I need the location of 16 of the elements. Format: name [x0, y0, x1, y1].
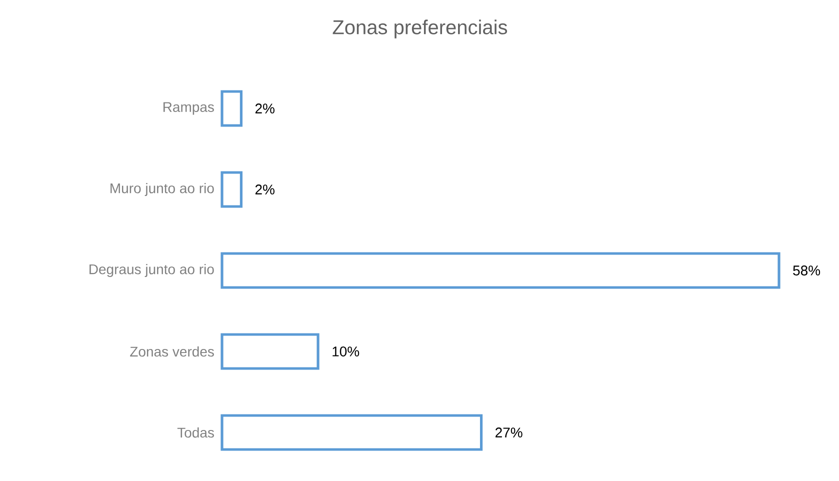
data-label: 27% [496, 428, 522, 438]
y-tick-label: Todas [177, 427, 214, 438]
y-tick-label: Zonas verdes [130, 346, 214, 357]
data-label: 2% [255, 184, 274, 194]
y-tick-label: Degraus junto ao rio [90, 264, 214, 278]
chart-title: Zonas preferenciais [332, 20, 508, 38]
data-label: 2% [255, 104, 274, 114]
y-tick-label: Muro junto ao rio [110, 182, 214, 196]
bar [220, 171, 243, 208]
y-tick-label: Rampas [163, 102, 214, 115]
bar [220, 333, 320, 370]
data-label: 58% [793, 266, 820, 276]
bar [220, 252, 780, 289]
bar [220, 414, 483, 451]
bar [220, 90, 243, 127]
data-label: 10% [332, 346, 360, 356]
